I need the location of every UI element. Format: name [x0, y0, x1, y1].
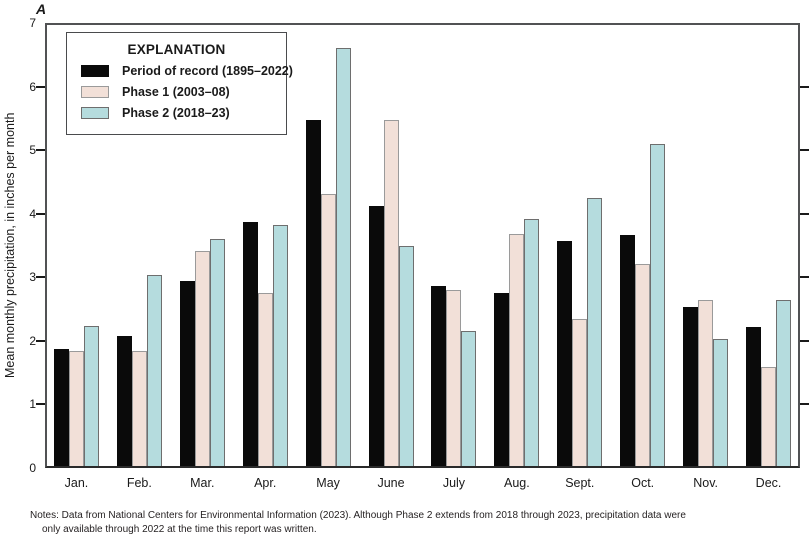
bar — [572, 319, 588, 466]
bar — [272, 225, 288, 466]
legend-item-period-of-record: Period of record (1895–2022) — [81, 64, 293, 78]
period-of-record-swatch — [81, 65, 109, 77]
right-tick-mark — [800, 212, 809, 215]
bar — [398, 245, 414, 466]
bar — [761, 367, 777, 466]
bar — [305, 119, 321, 466]
right-tick-mark — [800, 403, 809, 406]
x-axis-label: May — [316, 476, 340, 490]
bar-group-aug — [485, 25, 548, 466]
y-axis-tick-label: 5 — [29, 143, 36, 158]
left-tick-mark — [36, 339, 45, 342]
bar-group-jan — [45, 25, 108, 466]
bar-group-dec — [737, 25, 800, 466]
y-axis-tick-label: 4 — [29, 206, 36, 221]
bar — [68, 351, 84, 466]
bar — [524, 219, 540, 466]
bar — [713, 338, 729, 466]
bar-group-june — [360, 25, 423, 466]
bar — [131, 351, 147, 466]
bar — [194, 251, 210, 466]
x-axis-label: Aug. — [504, 476, 530, 490]
bar-group-sept — [548, 25, 611, 466]
legend-title: EXPLANATION — [127, 42, 226, 57]
bar — [650, 144, 666, 466]
figure-notes: Notes: Data from National Centers for En… — [30, 509, 790, 536]
bar — [53, 349, 69, 466]
bar — [383, 119, 399, 466]
bar — [431, 286, 447, 466]
right-tick-mark — [800, 339, 809, 342]
left-tick-mark — [36, 212, 45, 215]
bar — [746, 326, 762, 466]
legend-item-phase-1: Phase 1 (2003–08) — [81, 85, 286, 99]
bar — [635, 264, 651, 466]
right-tick-mark — [800, 276, 809, 279]
legend-item-label: Period of record (1895–2022) — [122, 64, 293, 78]
bar-group-may — [297, 25, 360, 466]
phase-2-swatch — [81, 107, 109, 119]
bar — [179, 281, 195, 466]
x-axis-label: Jan. — [64, 476, 89, 490]
bar — [116, 335, 132, 466]
legend-item-label: Phase 1 (2003–08) — [122, 85, 230, 99]
left-tick-mark — [36, 85, 45, 88]
x-axis-label: Dec. — [755, 476, 782, 490]
bar — [242, 222, 258, 466]
bar — [335, 48, 351, 466]
x-axis-label: Sept. — [565, 476, 595, 490]
bar-group-oct — [611, 25, 674, 466]
legend-box: EXPLANATION Period of record (1895–2022)… — [66, 32, 293, 135]
plot-area — [45, 23, 800, 468]
y-axis-tick-label: 3 — [29, 270, 36, 285]
x-axis-label: July — [442, 476, 466, 490]
bar — [698, 300, 714, 466]
left-tick-mark — [36, 149, 45, 152]
right-tick-mark — [800, 149, 809, 152]
x-axis-label: Mar. — [190, 476, 215, 490]
bar — [257, 292, 273, 466]
bar — [776, 300, 792, 466]
x-axis-label: Nov. — [693, 476, 718, 490]
bar-group-mar — [171, 25, 234, 466]
bar-group-nov — [674, 25, 737, 466]
bar-group-apr — [234, 25, 297, 466]
bar — [146, 275, 162, 466]
y-axis-tick-label: 6 — [29, 79, 36, 94]
notes-line-1: Notes: Data from National Centers for En… — [30, 510, 686, 521]
y-axis-tick-label: 2 — [29, 333, 36, 348]
figure-label: A — [36, 1, 47, 17]
bar — [368, 205, 384, 466]
bar — [209, 239, 225, 466]
x-axis-label: Apr. — [254, 476, 277, 490]
bar-group-feb — [108, 25, 171, 466]
x-axis-label: June — [377, 476, 405, 490]
bar — [320, 194, 336, 466]
bar-group-july — [423, 25, 486, 466]
bar — [494, 293, 510, 466]
x-axis-label: Oct. — [631, 476, 655, 490]
bar — [461, 330, 477, 466]
legend-item-phase-2: Phase 2 (2018–23) — [81, 106, 286, 120]
right-tick-mark — [800, 85, 809, 88]
x-axis-label: Feb. — [126, 476, 152, 490]
left-tick-mark — [36, 403, 45, 406]
y-axis-tick-label: 0 — [29, 461, 36, 475]
legend-item-label: Phase 2 (2018–23) — [122, 106, 230, 120]
bar — [557, 241, 573, 466]
bar — [587, 198, 603, 466]
bar — [446, 290, 462, 466]
left-tick-mark — [36, 276, 45, 279]
y-axis-tick-label: 7 — [29, 16, 36, 30]
bar — [683, 306, 699, 466]
bar — [509, 234, 525, 466]
bar — [83, 326, 99, 466]
y-axis-tick-label: 1 — [29, 397, 36, 412]
bar — [620, 234, 636, 466]
notes-line-2: only available through 2022 at the time … — [42, 523, 317, 535]
phase-1-swatch — [81, 86, 109, 98]
